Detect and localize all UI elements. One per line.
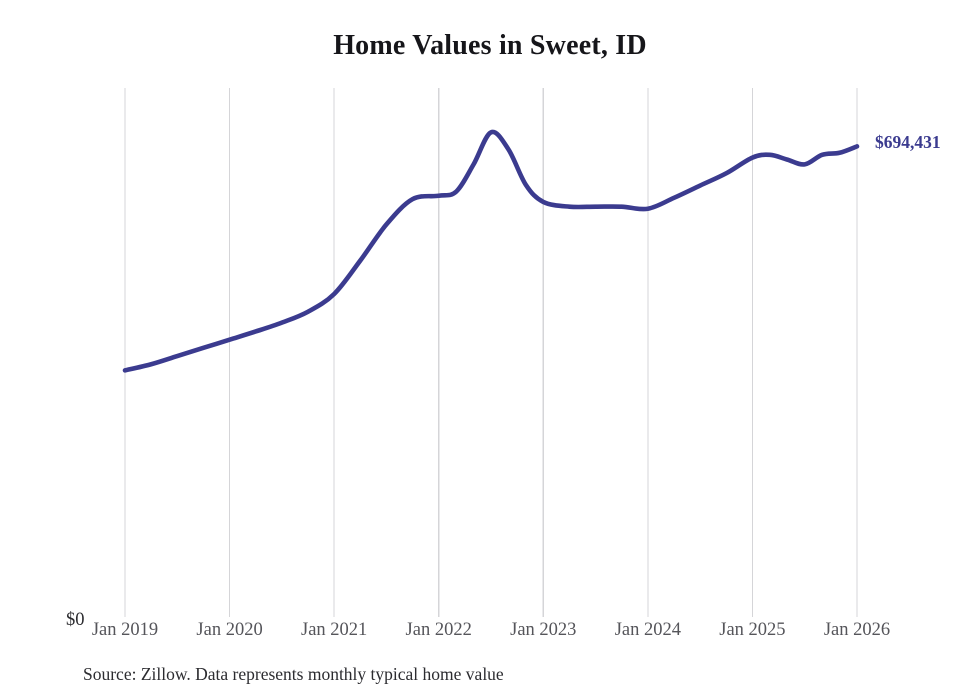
x-tick-label: Jan 2021 — [300, 620, 368, 640]
gridlines — [124, 88, 858, 617]
x-tick-label: Jan 2020 — [196, 620, 263, 640]
source-note: Source: Zillow. Data represents monthly … — [83, 664, 504, 684]
x-tick-label: Jan 2026 — [823, 620, 891, 640]
end-value-label: $694,431 — [875, 132, 941, 153]
x-tick-label: Jan 2022 — [405, 620, 472, 640]
chart-title: Home Values in Sweet, ID — [333, 30, 647, 61]
x-tick-label: Jan 2019 — [91, 620, 159, 640]
home-value-line — [122, 129, 860, 373]
x-tick-label: Jan 2024 — [614, 620, 681, 640]
x-tick-label: Jan 2023 — [510, 620, 577, 640]
x-tick-label: Jan 2025 — [719, 620, 786, 640]
y-axis-zero-label: $0 — [66, 610, 85, 630]
